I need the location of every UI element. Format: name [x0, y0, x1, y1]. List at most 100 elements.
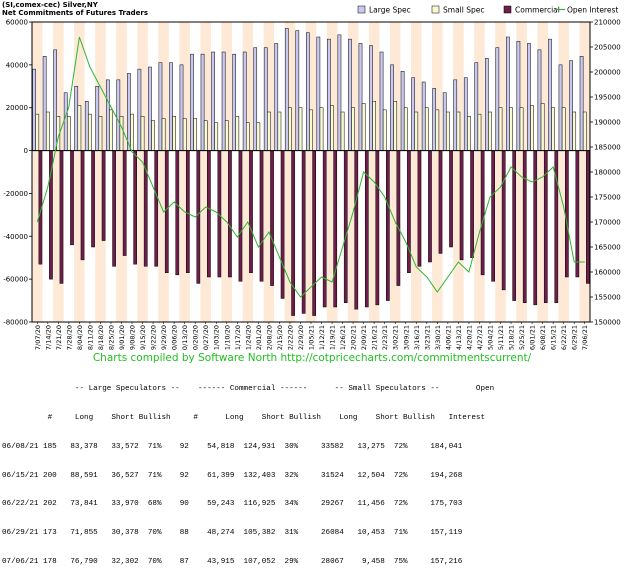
y-right-tick-label: 180000 — [594, 169, 621, 177]
bar-large-spec — [495, 47, 500, 151]
x-tick-label: 10/13/20 — [181, 325, 189, 350]
bar-large-spec — [390, 64, 394, 151]
bar-small-spec — [382, 109, 387, 151]
bar-commercial — [70, 150, 74, 246]
bar-small-spec — [340, 111, 345, 151]
x-tick-label: 02/16/21 — [371, 325, 379, 350]
column-shade — [432, 22, 443, 322]
x-tick-label: 04/13/21 — [455, 325, 463, 350]
x-tick-label: 08/25/20 — [107, 325, 115, 350]
bar-large-spec — [242, 51, 247, 151]
bar-small-spec — [161, 118, 166, 151]
y-left-tick-label: -20000 — [3, 190, 28, 198]
column-shade — [347, 22, 359, 322]
bar-commercial — [207, 150, 211, 278]
bar-large-spec — [421, 81, 426, 151]
bar-commercial — [301, 150, 306, 314]
bar-commercial — [449, 150, 453, 248]
bar-large-spec — [53, 49, 57, 151]
x-tick-label: 01/26/21 — [339, 325, 347, 350]
bar-large-spec — [127, 73, 131, 151]
bar-commercial — [333, 150, 338, 308]
legend-swatch — [503, 5, 512, 14]
bar-large-spec — [306, 32, 310, 151]
bar-commercial — [417, 150, 422, 267]
bar-large-spec — [295, 30, 300, 151]
chart-title-line1: (SI,comex-cec) Silver,NY — [2, 1, 98, 9]
x-tick-label: 07/07/20 — [34, 325, 42, 350]
bar-commercial — [228, 150, 232, 278]
chart-title-line2: Net Commitments of Futures Traders — [2, 9, 149, 17]
bar-large-spec — [579, 56, 584, 151]
column-shade — [53, 22, 64, 322]
x-tick-label: 03/16/21 — [413, 325, 421, 350]
bar-large-spec — [263, 47, 268, 151]
legend-label: Large Spec — [369, 6, 411, 15]
column-shade — [326, 22, 338, 322]
legend-label: Commercial — [515, 6, 560, 15]
x-tick-label: 08/18/20 — [97, 325, 105, 350]
column-shade — [263, 22, 275, 322]
legend-label: Small Spec — [443, 6, 484, 15]
bar-small-spec — [172, 116, 176, 151]
bar-large-spec — [411, 77, 415, 151]
bar-large-spec — [116, 79, 121, 151]
y-left-tick-label: 60000 — [6, 19, 28, 27]
bar-small-spec — [467, 116, 471, 151]
bar-small-spec — [477, 113, 482, 151]
bar-small-spec — [203, 120, 208, 151]
column-shade — [411, 22, 422, 322]
y-left-tick-label: -40000 — [3, 233, 28, 241]
bar-small-spec — [424, 107, 429, 151]
bar-commercial — [480, 150, 485, 276]
column-shade — [116, 22, 127, 322]
column-shade — [495, 22, 506, 322]
bar-large-spec — [148, 66, 152, 151]
x-tick-label: 05/04/21 — [486, 325, 494, 350]
x-tick-label: 09/29/20 — [160, 325, 168, 350]
x-tick-label: 07/14/20 — [44, 325, 52, 350]
x-tick-label: 10/20/20 — [192, 325, 200, 350]
bar-commercial — [164, 150, 169, 273]
bar-large-spec — [42, 56, 47, 151]
y-right-tick-label: 205000 — [594, 44, 621, 52]
bar-small-spec — [403, 107, 408, 151]
x-tick-label: 05/18/21 — [508, 325, 516, 350]
bar-small-spec — [540, 103, 545, 151]
y-right-tick-label: 200000 — [594, 69, 621, 77]
x-tick-label: 04/27/21 — [476, 325, 484, 350]
y-left-tick-label: -60000 — [3, 276, 28, 284]
x-tick-label: 05/11/21 — [497, 325, 505, 350]
bar-commercial — [291, 150, 295, 316]
x-tick-label: 09/08/20 — [129, 325, 137, 350]
bar-small-spec — [98, 116, 103, 151]
bar-commercial — [575, 150, 580, 278]
column-shade — [389, 22, 401, 322]
bar-large-spec — [453, 79, 458, 151]
bar-large-spec — [442, 92, 447, 151]
bar-large-spec — [463, 77, 468, 151]
bar-commercial — [512, 150, 517, 301]
bar-commercial — [501, 150, 506, 291]
bar-commercial — [533, 150, 538, 306]
bar-large-spec — [200, 53, 205, 151]
bar-small-spec — [193, 118, 198, 151]
x-tick-label: 06/22/21 — [560, 325, 568, 350]
bar-small-spec — [435, 109, 440, 151]
bar-commercial — [396, 150, 401, 286]
bar-large-spec — [95, 86, 100, 151]
x-tick-label: 03/02/21 — [392, 325, 400, 350]
bar-large-spec — [537, 49, 542, 151]
x-tick-label: 06/01/21 — [529, 325, 537, 350]
bar-large-spec — [379, 51, 384, 151]
bar-large-spec — [484, 58, 489, 151]
x-tick-label: 06/29/21 — [571, 325, 579, 350]
bar-large-spec — [105, 79, 110, 151]
column-shade — [579, 22, 590, 322]
column-shade — [95, 22, 106, 322]
bar-commercial — [122, 150, 127, 256]
bar-small-spec — [519, 107, 524, 151]
column-shade — [32, 22, 43, 322]
column-shade — [158, 22, 169, 322]
bar-large-spec — [32, 68, 36, 151]
